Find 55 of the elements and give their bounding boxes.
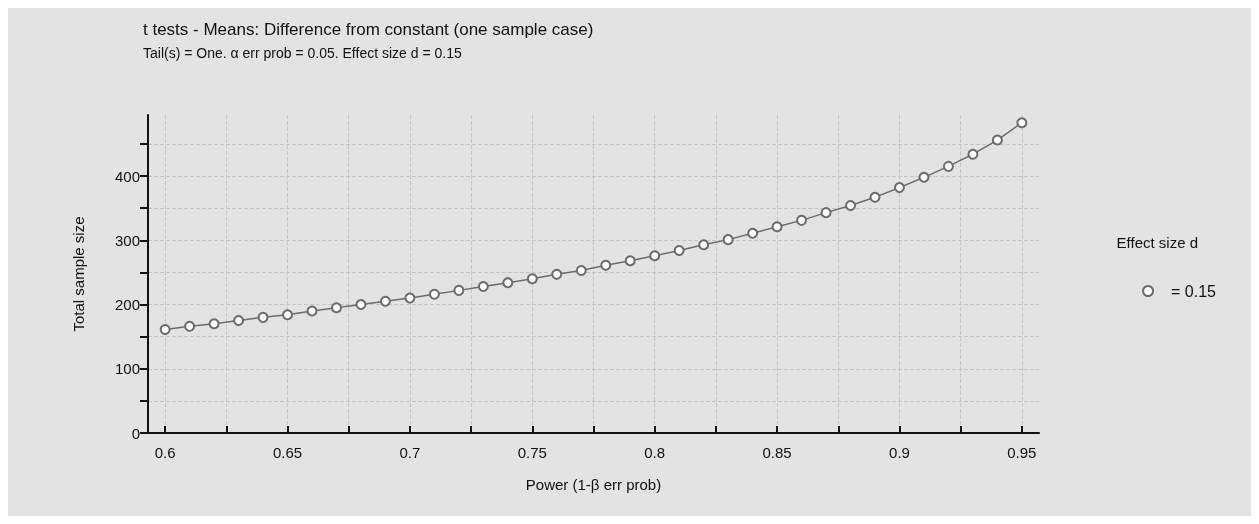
legend-label: = 0.15 xyxy=(1171,282,1217,300)
point xyxy=(208,318,220,330)
point xyxy=(502,277,514,289)
point xyxy=(1016,117,1028,129)
y-axis-title: Total sample size xyxy=(70,216,87,332)
y-tick-label: 400 xyxy=(114,167,140,185)
point xyxy=(771,221,783,233)
point xyxy=(575,264,587,276)
point xyxy=(820,207,832,219)
point xyxy=(942,160,954,172)
x-tick-label: 0.6 xyxy=(154,444,176,461)
point xyxy=(722,234,734,246)
point xyxy=(184,320,196,332)
x-tick-label: 0.75 xyxy=(517,444,547,461)
chart-title: t tests - Means: Difference from constant (one sample case) xyxy=(143,20,594,39)
x-tick-label: 0.85 xyxy=(762,444,792,461)
point xyxy=(526,273,538,285)
point xyxy=(600,259,612,271)
point xyxy=(257,311,269,323)
point xyxy=(967,148,979,160)
point xyxy=(551,268,563,280)
point xyxy=(282,309,294,321)
point xyxy=(404,292,416,304)
point xyxy=(918,171,930,183)
point xyxy=(893,182,905,194)
x-tick-label: 0.9 xyxy=(889,444,910,461)
point xyxy=(747,227,759,239)
point xyxy=(233,315,245,327)
point xyxy=(698,239,710,251)
point xyxy=(477,281,489,293)
x-tick-label: 0.8 xyxy=(644,444,666,461)
point xyxy=(624,255,636,267)
point xyxy=(330,302,342,314)
point xyxy=(306,305,318,317)
x-tick-label: 0.95 xyxy=(1007,444,1037,461)
x-tick-label: 0.65 xyxy=(272,444,303,461)
point xyxy=(453,284,465,296)
point xyxy=(869,191,881,203)
point xyxy=(649,250,661,262)
point xyxy=(159,324,171,336)
y-tick-label: 100 xyxy=(114,360,140,378)
y-tick-label: 0 xyxy=(131,424,140,442)
y-tick-label: 200 xyxy=(114,296,140,314)
legend-title: Effect size d xyxy=(1116,234,1199,251)
point xyxy=(796,214,808,226)
x-axis-title: Power (1-β err prob) xyxy=(525,476,662,493)
point xyxy=(379,295,391,307)
y-tick-label: 300 xyxy=(114,231,140,249)
point xyxy=(991,134,1003,146)
x-tick-label: 0.7 xyxy=(399,444,421,461)
point xyxy=(845,200,857,212)
point xyxy=(428,288,440,300)
point xyxy=(673,245,685,257)
point xyxy=(355,299,367,311)
chart-subtitle: Tail(s) = One. α err prob = 0.05. Effect size d = 0.15 xyxy=(143,45,462,61)
